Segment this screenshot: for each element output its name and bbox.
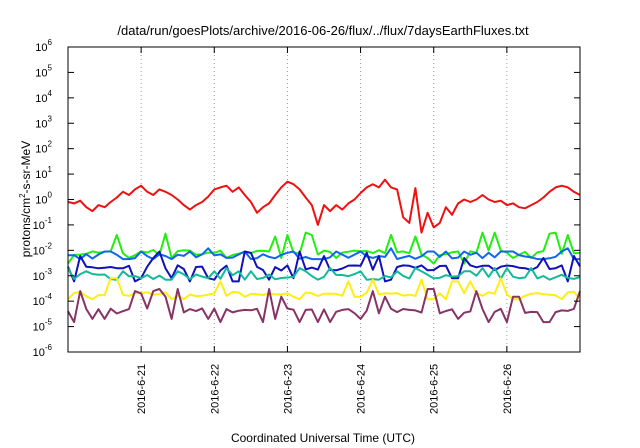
series-line-0 bbox=[67, 178, 581, 234]
y-tick-label: 10-1 bbox=[33, 216, 53, 232]
y-tick-label: 103 bbox=[35, 114, 52, 130]
series-line-1 bbox=[67, 231, 581, 265]
series-line-5 bbox=[67, 277, 581, 301]
series-group bbox=[67, 178, 581, 324]
y-tick-label: 106 bbox=[35, 38, 52, 54]
y-axis-label: protons/cm2-s-sr-MeV bbox=[18, 141, 33, 257]
x-tick-label: 2016-6-24 bbox=[356, 364, 368, 414]
plot-frame bbox=[67, 46, 581, 353]
y-tick-label: 10-4 bbox=[33, 292, 53, 308]
y-axis-label-base: protons/cm bbox=[19, 198, 33, 257]
x-tick-label: 2016-6-26 bbox=[502, 364, 514, 414]
x-axis-label: Coordinated Universal Time (UTC) bbox=[231, 431, 415, 445]
y-tick-label: 101 bbox=[35, 165, 52, 181]
y-tick-label: 10-2 bbox=[33, 241, 53, 257]
y-axis: 10-6 10-5 10-4 10-3 10-2 10-1 100 101 102 103 104 1… bbox=[33, 38, 580, 359]
x-tick-label: 2016-6-21 bbox=[136, 364, 148, 414]
chart-title: /data/run/goesPlots/archive/2016-06-26/f… bbox=[117, 23, 529, 38]
x-tick-label: 2016-6-23 bbox=[282, 364, 294, 414]
x-tick-label: 2016-6-22 bbox=[209, 364, 221, 414]
x-tick-label: 2016-6-25 bbox=[429, 364, 441, 414]
y-tick-label: 104 bbox=[35, 89, 52, 105]
y-tick-label: 100 bbox=[35, 191, 52, 207]
y-axis-label-rest: -s-sr-MeV bbox=[19, 141, 33, 194]
y-axis-label-sup: 2 bbox=[18, 193, 27, 198]
y-tick-label: 10-5 bbox=[33, 318, 53, 334]
series-line-6 bbox=[67, 288, 581, 324]
y-tick-label: 10-6 bbox=[33, 343, 53, 359]
y-tick-label: 102 bbox=[35, 140, 52, 156]
series-line-4 bbox=[67, 267, 581, 281]
y-tick-label: 105 bbox=[35, 63, 52, 79]
x-axis: 2016-6-21 2016-6-22 2016-6-23 2016-6-24 2016… bbox=[136, 47, 514, 414]
y-tick-label: 10-3 bbox=[33, 267, 53, 283]
grid bbox=[140, 47, 508, 352]
